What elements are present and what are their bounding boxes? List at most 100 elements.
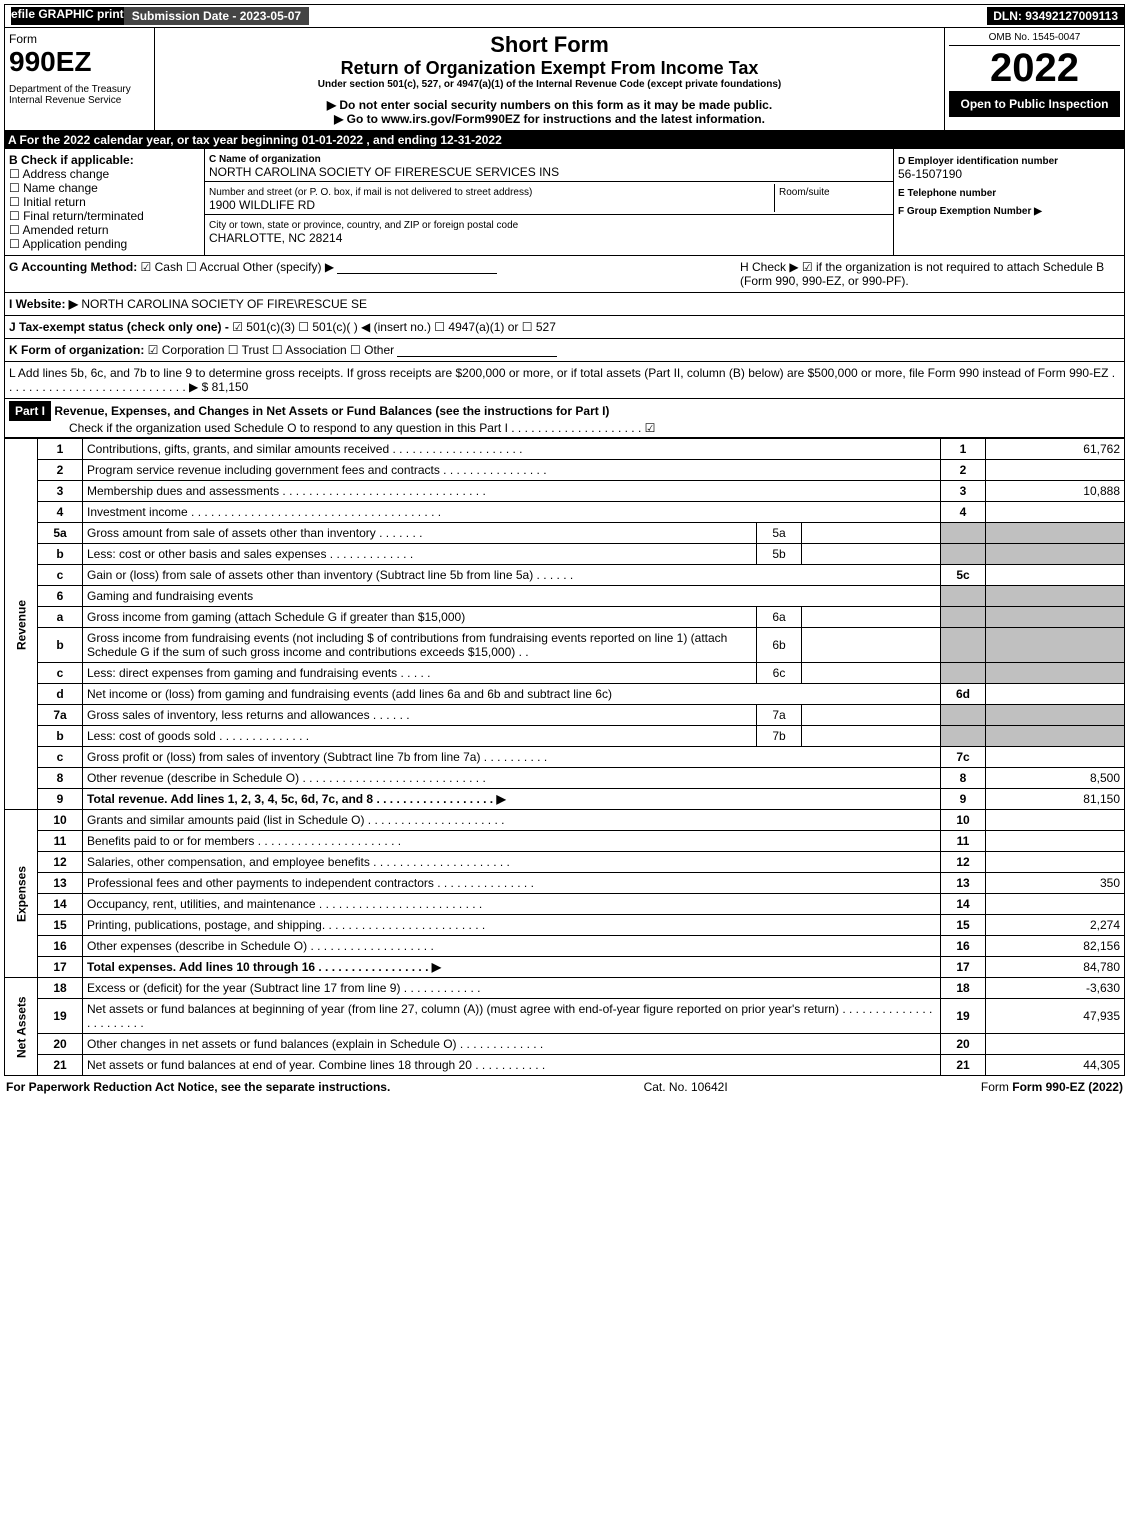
ln: a xyxy=(38,607,83,628)
g-other: Other (specify) ▶ xyxy=(243,260,334,274)
g-label: G Accounting Method: xyxy=(9,260,137,274)
website-value: NORTH CAROLINA SOCIETY OF FIRE\RESCUE SE xyxy=(81,297,367,311)
h-text: H Check ▶ ☑ if the organization is not r… xyxy=(740,260,1120,288)
line-ref: 15 xyxy=(941,915,986,936)
line-amt xyxy=(986,894,1125,915)
sub-ref: 7a xyxy=(757,705,802,726)
line-text: Program service revenue including govern… xyxy=(83,460,941,481)
grey-cell xyxy=(941,544,986,565)
cb-cash[interactable]: Cash xyxy=(141,260,183,274)
footer-left: For Paperwork Reduction Act Notice, see … xyxy=(6,1080,390,1094)
sub-ref: 7b xyxy=(757,726,802,747)
line-amt: -3,630 xyxy=(986,978,1125,999)
line-text: Occupancy, rent, utilities, and maintena… xyxy=(83,894,941,915)
line-ref: 11 xyxy=(941,831,986,852)
cb-application-pending[interactable]: Application pending xyxy=(9,237,200,251)
ln: 6 xyxy=(38,586,83,607)
ln: 16 xyxy=(38,936,83,957)
cb-final-return[interactable]: Final return/terminated xyxy=(9,209,200,223)
line-amt: 8,500 xyxy=(986,768,1125,789)
line-text: Net assets or fund balances at beginning… xyxy=(83,999,941,1034)
section-bcdef: B Check if applicable: Address change Na… xyxy=(4,149,1125,256)
c-name-label: C Name of organization xyxy=(209,154,321,165)
footer-mid: Cat. No. 10642I xyxy=(644,1080,728,1094)
ln: 12 xyxy=(38,852,83,873)
line-text: Less: cost of goods sold . . . . . . . .… xyxy=(83,726,757,747)
line-ref: 21 xyxy=(941,1055,986,1076)
line-amt xyxy=(986,810,1125,831)
line-ref: 6d xyxy=(941,684,986,705)
line-text: Gaming and fundraising events xyxy=(83,586,941,607)
cb-amended-return[interactable]: Amended return xyxy=(9,223,200,237)
ln: 3 xyxy=(38,481,83,502)
line-text: Less: direct expenses from gaming and fu… xyxy=(83,663,757,684)
line-text: Contributions, gifts, grants, and simila… xyxy=(83,439,941,460)
section-l: L Add lines 5b, 6c, and 7b to line 9 to … xyxy=(4,362,1125,399)
form-number: 990EZ xyxy=(9,46,150,78)
part-i-header: Part I Revenue, Expenses, and Changes in… xyxy=(4,399,1125,438)
ln: 9 xyxy=(38,789,83,810)
line-amt: 2,274 xyxy=(986,915,1125,936)
l-value: 81,150 xyxy=(212,380,249,394)
irs-label: Internal Revenue Service xyxy=(9,95,150,106)
line-amt: 61,762 xyxy=(986,439,1125,460)
ln: 10 xyxy=(38,810,83,831)
ln: 7a xyxy=(38,705,83,726)
note-ssn: ▶ Do not enter social security numbers o… xyxy=(163,98,936,112)
cb-accrual[interactable]: Accrual xyxy=(186,260,239,274)
sub-amt xyxy=(802,544,941,565)
section-a: A For the 2022 calendar year, or tax yea… xyxy=(4,131,1125,149)
ln: 13 xyxy=(38,873,83,894)
footer-right-text: Form 990-EZ (2022) xyxy=(1012,1080,1123,1094)
part-i-check: Check if the organization used Schedule … xyxy=(69,421,655,435)
sub-amt xyxy=(802,705,941,726)
main-title: Return of Organization Exempt From Incom… xyxy=(163,58,936,79)
line-amt: 350 xyxy=(986,873,1125,894)
line-text: Other changes in net assets or fund bala… xyxy=(83,1034,941,1055)
open-public: Open to Public Inspection xyxy=(949,91,1120,117)
line-text: Gross sales of inventory, less returns a… xyxy=(83,705,757,726)
line-text: Gross profit or (loss) from sales of inv… xyxy=(83,747,941,768)
line-text: Printing, publications, postage, and shi… xyxy=(83,915,941,936)
line-ref: 16 xyxy=(941,936,986,957)
d-label: D Employer identification number xyxy=(898,156,1058,167)
grey-cell xyxy=(941,726,986,747)
org-street: 1900 WILDLIFE RD xyxy=(209,198,315,212)
line-text: Benefits paid to or for members . . . . … xyxy=(83,831,941,852)
sub-ref: 6c xyxy=(757,663,802,684)
line-amt xyxy=(986,565,1125,586)
grey-cell xyxy=(986,705,1125,726)
ln: 2 xyxy=(38,460,83,481)
line-text: Less: cost or other basis and sales expe… xyxy=(83,544,757,565)
k-opts: ☑ Corporation ☐ Trust ☐ Association ☐ Ot… xyxy=(148,343,394,357)
omb-label: OMB No. 1545-0047 xyxy=(949,32,1120,46)
cb-address-change[interactable]: Address change xyxy=(9,167,200,181)
line-text: Professional fees and other payments to … xyxy=(83,873,941,894)
line-text: Gain or (loss) from sale of assets other… xyxy=(83,565,941,586)
line-text: Total expenses. Add lines 10 through 16 … xyxy=(83,957,941,978)
cb-name-change[interactable]: Name change xyxy=(9,181,200,195)
sub-amt xyxy=(802,628,941,663)
grey-cell xyxy=(986,607,1125,628)
ln: d xyxy=(38,684,83,705)
ln: c xyxy=(38,663,83,684)
line-ref: 3 xyxy=(941,481,986,502)
grey-cell xyxy=(941,607,986,628)
grey-cell xyxy=(941,628,986,663)
line-ref: 20 xyxy=(941,1034,986,1055)
cb-initial-return[interactable]: Initial return xyxy=(9,195,200,209)
grey-cell xyxy=(941,586,986,607)
k-other-field[interactable] xyxy=(397,344,557,357)
line-ref: 14 xyxy=(941,894,986,915)
sub-ref: 6b xyxy=(757,628,802,663)
grey-cell xyxy=(941,523,986,544)
note-goto-text: ▶ Go to www.irs.gov/Form990EZ for instru… xyxy=(334,112,765,126)
line-ref: 5c xyxy=(941,565,986,586)
c-city-label: City or town, state or province, country… xyxy=(209,220,518,231)
k-label: K Form of organization: xyxy=(9,343,144,357)
ln: 20 xyxy=(38,1034,83,1055)
ln: 15 xyxy=(38,915,83,936)
g-other-field[interactable] xyxy=(337,261,497,274)
line-ref: 19 xyxy=(941,999,986,1034)
line-ref: 12 xyxy=(941,852,986,873)
